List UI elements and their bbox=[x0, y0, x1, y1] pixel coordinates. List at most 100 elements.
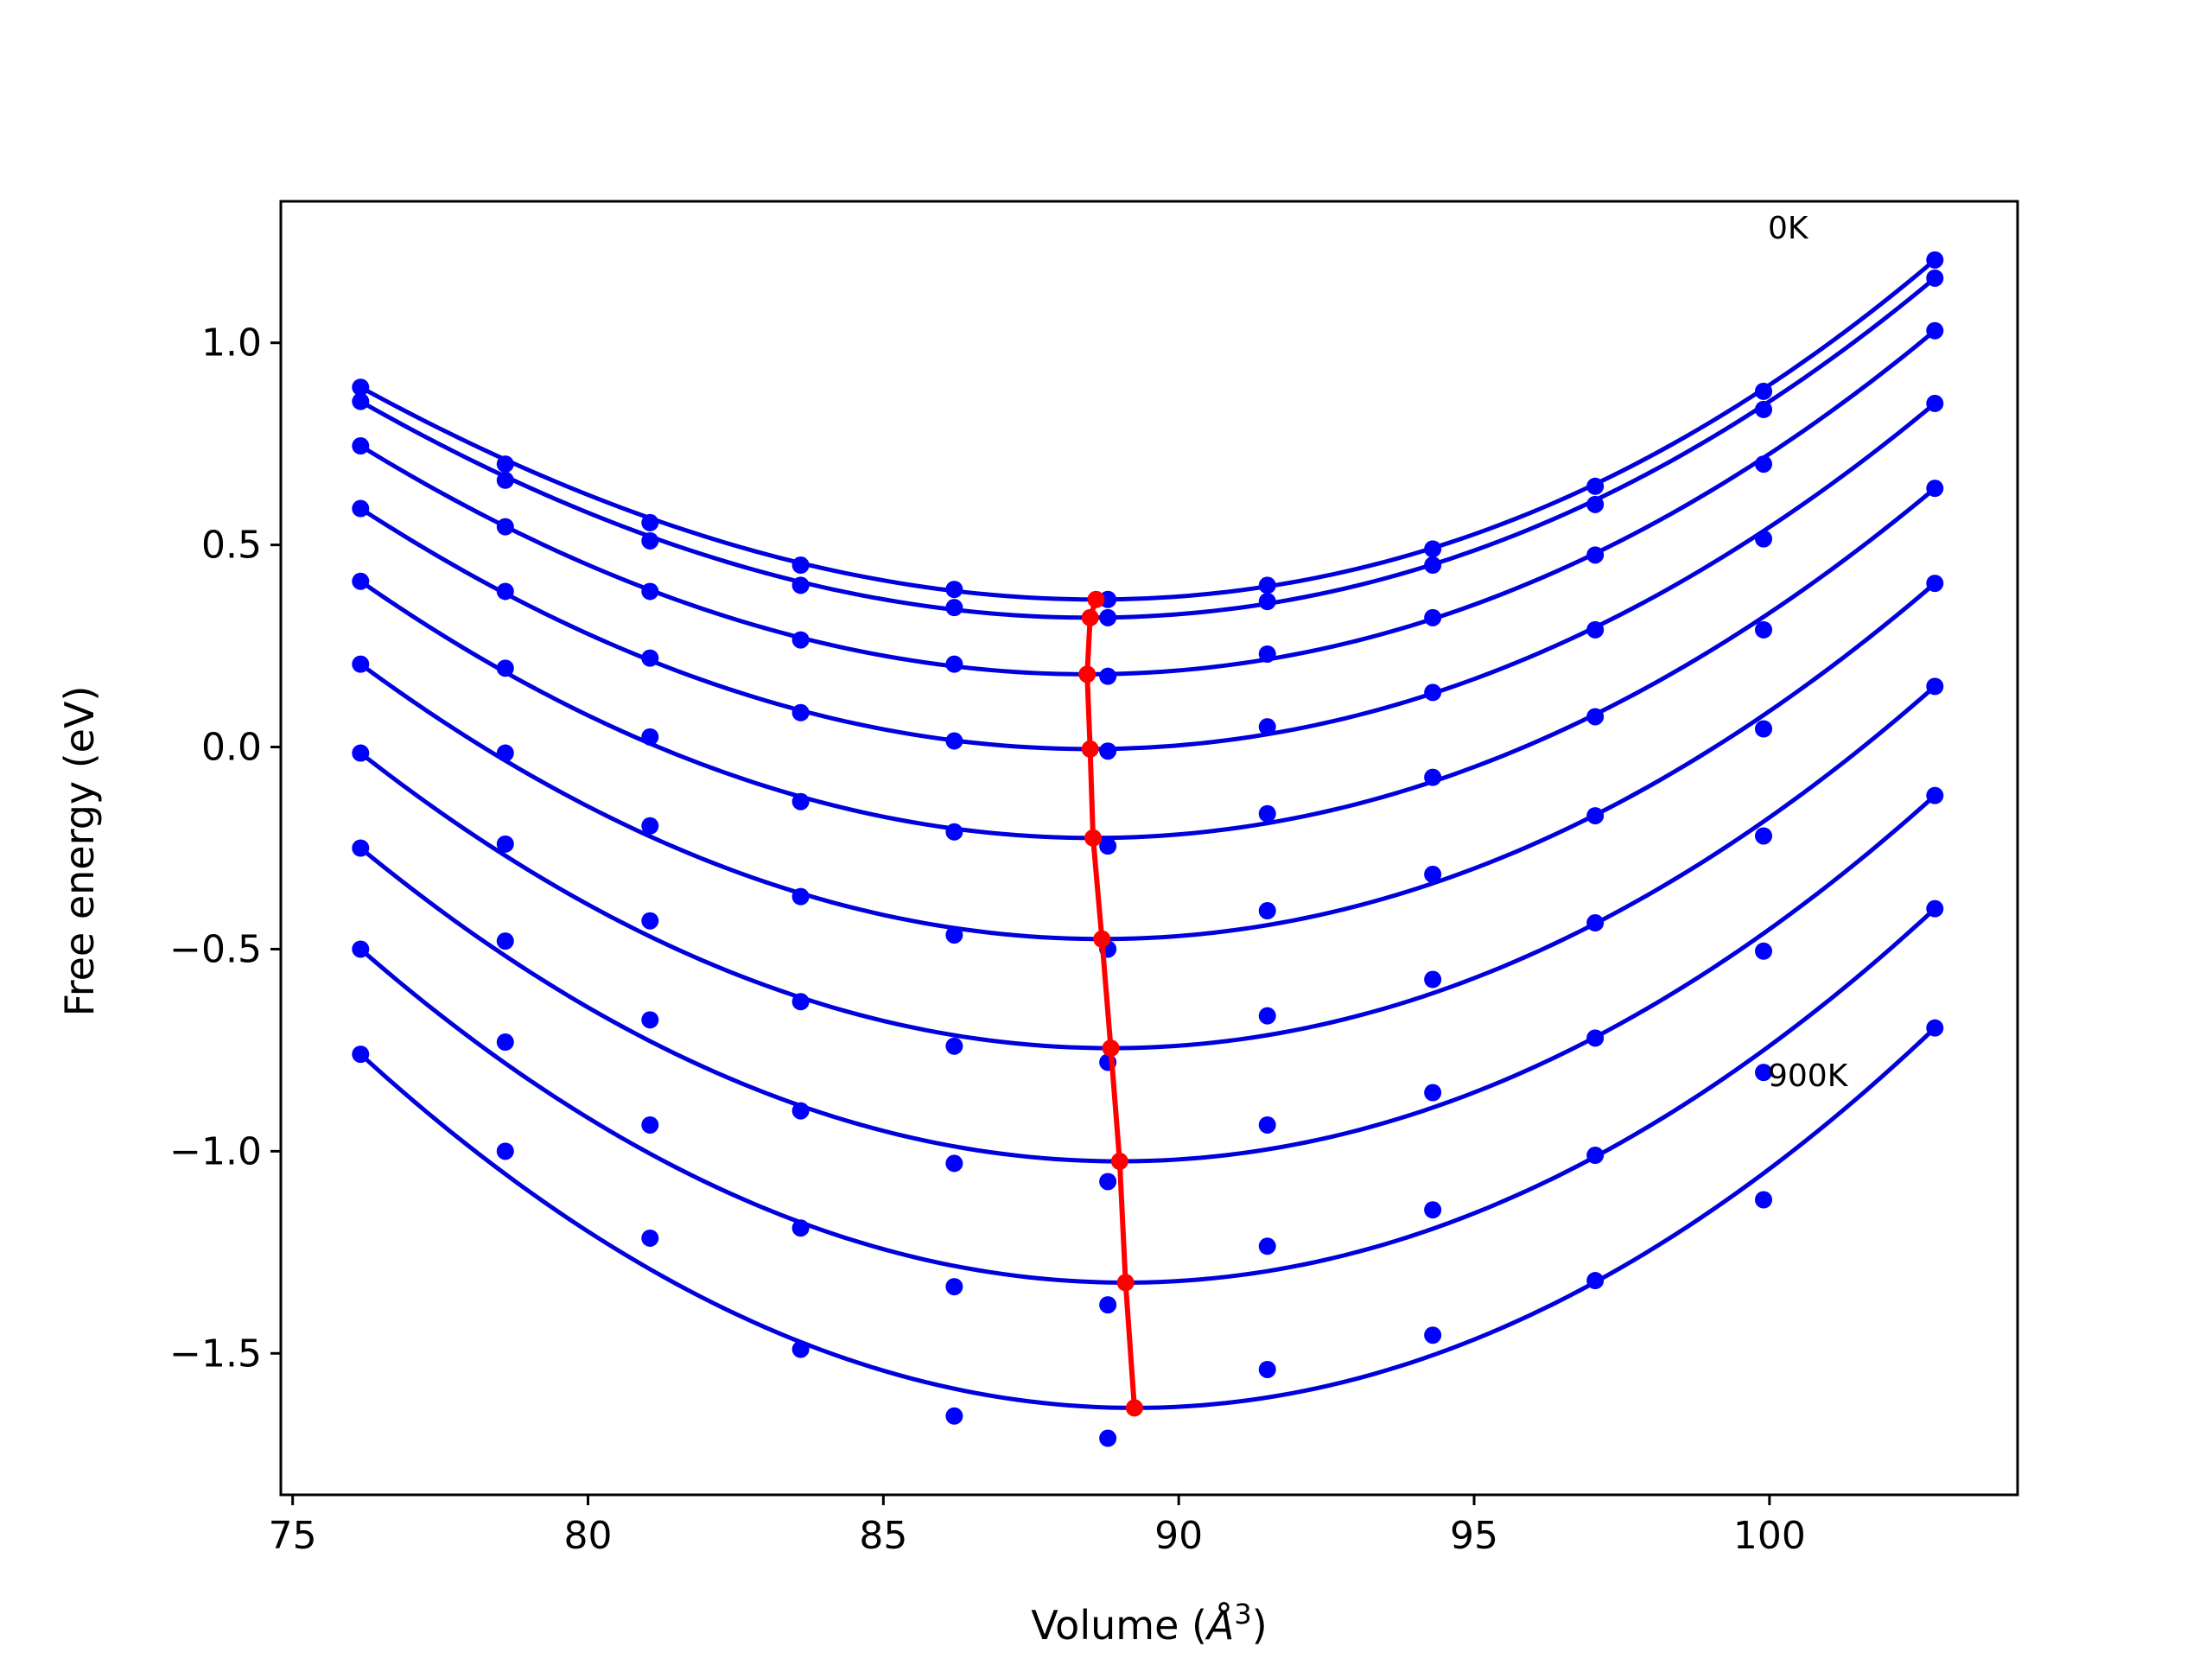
data-point bbox=[352, 940, 370, 958]
fit-curve bbox=[359, 684, 1936, 1051]
data-point bbox=[1586, 1029, 1605, 1047]
data-point bbox=[1586, 708, 1605, 726]
data-point bbox=[791, 703, 810, 721]
data-point bbox=[1755, 400, 1773, 418]
data-point bbox=[1586, 495, 1605, 513]
data-point bbox=[1099, 837, 1117, 855]
data-point bbox=[945, 655, 963, 673]
data-point bbox=[641, 728, 659, 746]
data-point bbox=[945, 1154, 963, 1173]
data-point bbox=[1099, 608, 1117, 626]
minimum-point bbox=[1084, 829, 1103, 847]
data-point bbox=[1755, 942, 1773, 960]
data-point bbox=[1258, 593, 1276, 611]
data-point bbox=[641, 1011, 659, 1029]
data-point bbox=[496, 471, 514, 489]
minimum-point bbox=[1078, 665, 1096, 683]
data-point bbox=[1099, 1429, 1117, 1447]
data-point bbox=[352, 378, 370, 397]
data-point bbox=[1755, 530, 1773, 548]
data-point bbox=[352, 392, 370, 410]
minimum-point bbox=[1081, 608, 1099, 626]
minimum-point bbox=[1087, 590, 1105, 608]
data-point bbox=[945, 732, 963, 750]
data-point bbox=[1926, 321, 1944, 340]
x-tick-label: 85 bbox=[859, 1514, 907, 1558]
minimum-point bbox=[1102, 1039, 1120, 1058]
data-point bbox=[496, 659, 514, 677]
x-tick-label: 95 bbox=[1450, 1514, 1498, 1558]
data-point bbox=[1424, 556, 1442, 575]
data-point bbox=[496, 518, 514, 536]
data-point bbox=[641, 912, 659, 930]
data-point bbox=[1424, 865, 1442, 883]
y-tick-label: 1.0 bbox=[201, 321, 262, 365]
fit-curve bbox=[359, 486, 1936, 841]
minimum-point bbox=[1116, 1274, 1135, 1292]
data-point bbox=[352, 655, 370, 673]
data-point bbox=[496, 1142, 514, 1160]
data-point bbox=[496, 455, 514, 474]
data-point bbox=[1755, 620, 1773, 639]
data-point bbox=[945, 1278, 963, 1296]
data-point bbox=[1258, 1116, 1276, 1134]
data-point bbox=[496, 835, 514, 853]
data-point bbox=[1926, 251, 1944, 269]
x-axis-ticks: 75 80 85 90 95 100 bbox=[269, 1495, 1806, 1558]
y-axis-title: Free energy (eV) bbox=[56, 686, 103, 1017]
data-point bbox=[1755, 382, 1773, 400]
data-point bbox=[1926, 394, 1944, 412]
data-point bbox=[1424, 683, 1442, 702]
data-point bbox=[1099, 590, 1117, 608]
minimum-point bbox=[1125, 1399, 1143, 1417]
fit-curve bbox=[359, 401, 1936, 752]
data-point bbox=[496, 1033, 514, 1052]
data-point bbox=[1258, 804, 1276, 823]
y-axis-ticks: 1.0 0.5 0.0 −0.5 −1.0 −1.5 bbox=[169, 321, 281, 1376]
y-tick-label: −1.0 bbox=[169, 1129, 262, 1173]
data-point bbox=[641, 582, 659, 601]
fit-curve bbox=[359, 793, 1936, 1164]
minima-path bbox=[1084, 598, 1137, 1408]
x-axis-title: Volume (Å3) bbox=[1031, 1598, 1267, 1649]
data-point bbox=[1586, 477, 1605, 495]
y-tick-label: −0.5 bbox=[169, 927, 262, 971]
annotation-900k: 900K bbox=[1768, 1058, 1849, 1094]
x-tick-label: 100 bbox=[1733, 1514, 1806, 1558]
data-point bbox=[791, 887, 810, 906]
data-point bbox=[352, 437, 370, 455]
data-point bbox=[1926, 480, 1944, 498]
data-point bbox=[791, 1340, 810, 1358]
data-point bbox=[1926, 269, 1944, 287]
data-point bbox=[791, 1219, 810, 1237]
x-tick-label: 80 bbox=[564, 1514, 613, 1558]
fit-curve bbox=[359, 257, 1936, 602]
annotation-0k: 0K bbox=[1768, 211, 1809, 246]
data-point bbox=[1258, 1007, 1276, 1025]
data-point bbox=[1424, 1084, 1442, 1102]
data-point bbox=[1424, 1326, 1442, 1344]
data-point bbox=[496, 744, 514, 762]
data-point bbox=[1424, 540, 1442, 558]
data-point bbox=[1755, 1064, 1773, 1082]
data-point bbox=[945, 599, 963, 617]
data-point bbox=[496, 582, 514, 601]
data-point bbox=[1926, 677, 1944, 696]
data-point bbox=[352, 1046, 370, 1064]
data-point bbox=[1586, 807, 1605, 825]
data-point bbox=[791, 556, 810, 575]
fit-curve bbox=[359, 328, 1936, 677]
fit-curve bbox=[359, 276, 1936, 620]
fit-curves bbox=[359, 257, 1937, 1410]
data-point bbox=[1926, 1019, 1944, 1037]
data-point bbox=[641, 649, 659, 667]
data-point bbox=[641, 531, 659, 550]
data-point bbox=[1424, 608, 1442, 626]
fit-curve bbox=[359, 906, 1936, 1285]
data-point bbox=[1926, 575, 1944, 593]
data-point bbox=[1099, 667, 1117, 685]
data-point bbox=[1586, 546, 1605, 564]
data-point bbox=[1258, 718, 1276, 736]
data-point bbox=[352, 839, 370, 857]
data-point bbox=[641, 513, 659, 531]
